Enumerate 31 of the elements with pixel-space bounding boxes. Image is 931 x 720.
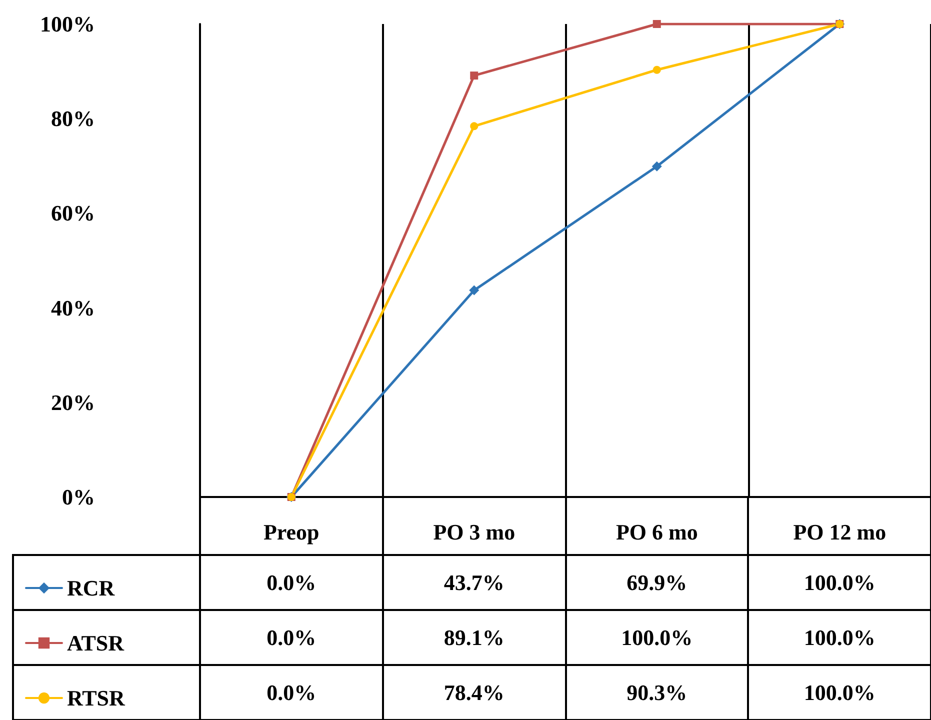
x-tick-label: PO 12 mo (793, 520, 886, 544)
data-label: 78.4% (442, 678, 506, 706)
data-label: 89.1% (442, 624, 506, 652)
point (469, 285, 480, 296)
data-label: 0.0% (266, 624, 318, 652)
data-label: 43.7% (442, 568, 506, 596)
legend-label: RTSR (67, 686, 126, 710)
data-label: 100.0% (802, 624, 876, 652)
x-tick-label: PO 6 mo (616, 520, 698, 544)
point (470, 72, 478, 80)
point (652, 66, 661, 74)
point (652, 20, 661, 28)
data-label: 0.0% (266, 568, 318, 596)
data-label: 100.0% (802, 678, 876, 706)
data-label: 90.3% (626, 678, 688, 706)
y-tick-label: 40% (51, 295, 95, 320)
data-label: 69.9% (626, 568, 688, 596)
y-tick-label: 60% (51, 200, 95, 226)
legend-label: ATSR (67, 630, 126, 656)
y-tick-label: 80% (51, 106, 95, 132)
x-tick-label: Preop (263, 520, 320, 544)
point (652, 161, 662, 172)
data-label: 100.0% (802, 568, 876, 596)
y-tick-label: 20% (51, 390, 95, 415)
y-tick-label: 100% (40, 12, 95, 36)
data-label: 100.0% (620, 624, 694, 652)
y-tick-label: 0% (62, 484, 95, 510)
data-label: 0.0% (266, 678, 318, 706)
x-tick-label: PO 3 mo (433, 520, 516, 544)
legend-label: RCR (67, 576, 116, 600)
point (470, 122, 478, 130)
